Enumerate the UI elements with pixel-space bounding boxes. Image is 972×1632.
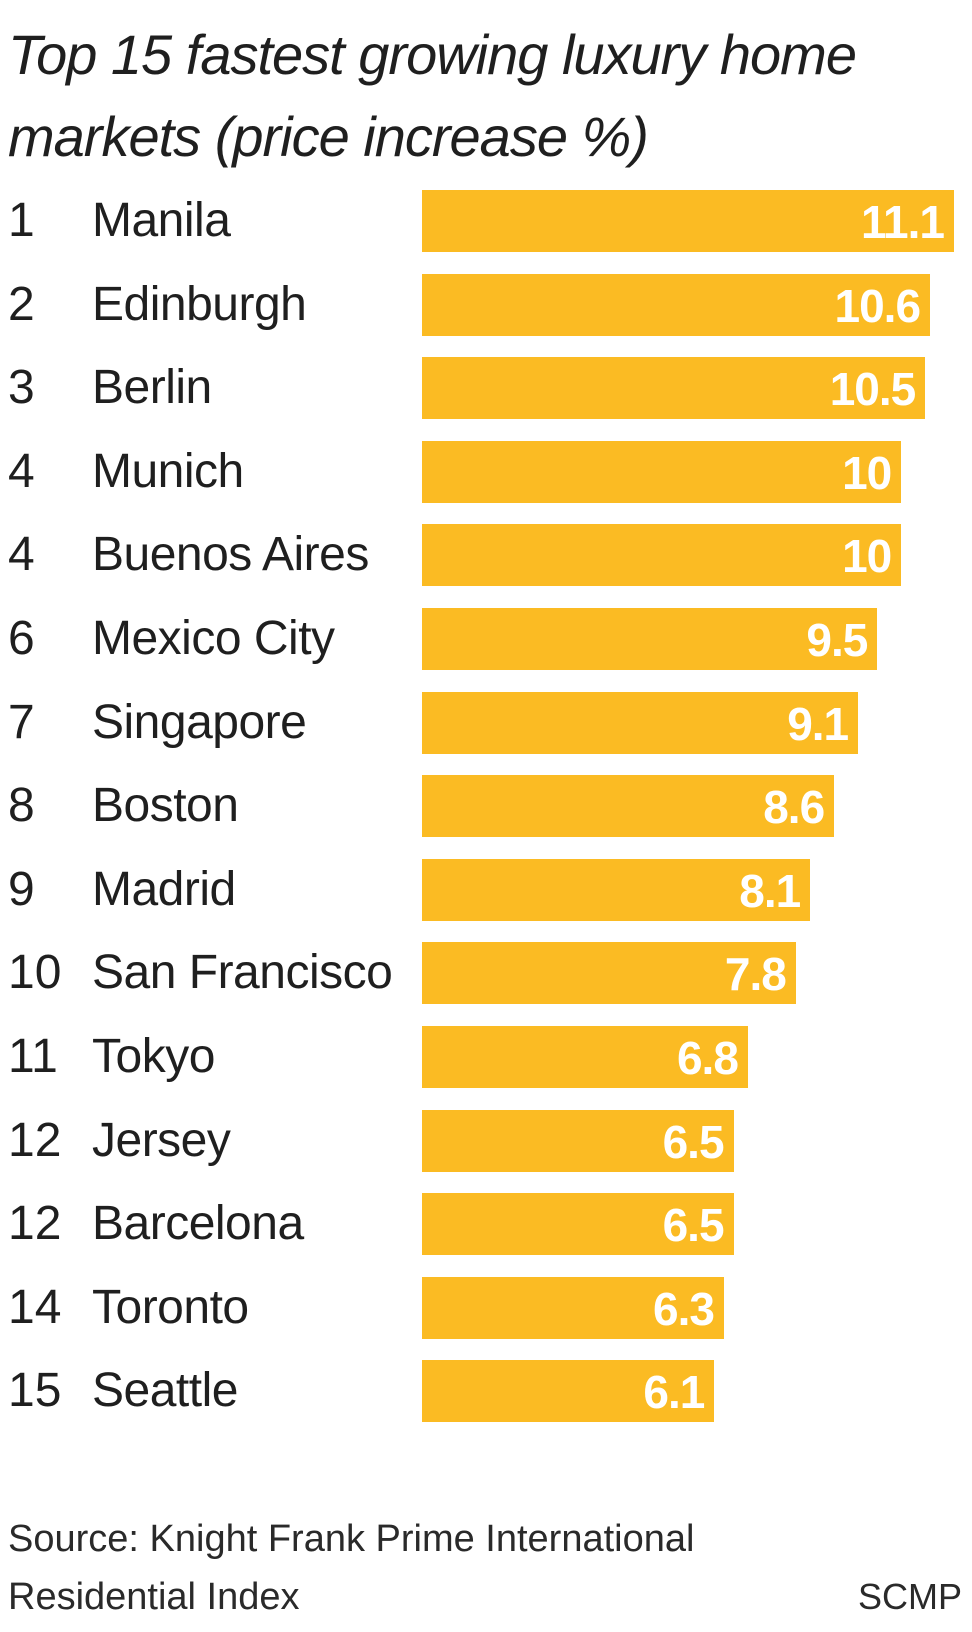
rank-label: 1 <box>8 194 35 247</box>
value-label: 11.1 <box>861 196 945 248</box>
rank-label: 11 <box>8 1030 58 1083</box>
category-label: Singapore <box>92 695 307 749</box>
bar: 11.1 <box>422 190 954 252</box>
value-label: 8.6 <box>763 781 825 834</box>
rank-label: 3 <box>8 361 35 415</box>
bar-row: 6 Mexico City 9.5 <box>0 608 972 670</box>
bar: 9.1 <box>422 691 859 754</box>
bar-row: 7 Singapore 9.1 <box>0 691 972 754</box>
bar-row: 4 Buenos Aires 10 <box>0 524 972 587</box>
category-label: Buenos Aires <box>92 528 369 582</box>
bar-row: 9 Madrid 8.1 <box>0 858 972 921</box>
category-label: Boston <box>92 779 239 833</box>
bar: 10.5 <box>422 357 926 420</box>
value-label: 10.6 <box>834 279 922 332</box>
category-label: Berlin <box>92 361 212 415</box>
value-label: 9.5 <box>806 614 868 666</box>
rank-label: 10 <box>8 946 62 1000</box>
rank-label: 7 <box>8 695 35 749</box>
value-label: 6.5 <box>662 1199 725 1252</box>
rank-label: 4 <box>8 528 35 582</box>
rank-label: 8 <box>8 779 35 833</box>
bar-row: 3 Berlin 10.5 <box>0 357 972 420</box>
rank-label: 12 <box>8 1197 62 1251</box>
bar-row: 12 Jersey 6.5 <box>0 1109 972 1172</box>
rank-label: 14 <box>8 1280 62 1334</box>
bar: 9.5 <box>422 608 878 670</box>
bar: 10 <box>422 440 902 503</box>
bar-row: 12 Barcelona 6.5 <box>0 1193 972 1256</box>
bar-row: 11 Tokyo 6.8 <box>0 1026 972 1088</box>
value-label: 6.8 <box>676 1032 739 1084</box>
bar-row: 2 Edinburgh 10.6 <box>0 273 972 336</box>
category-label: Tokyo <box>92 1030 215 1083</box>
category-label: San Francisco <box>92 946 393 1000</box>
bar-row: 1 Manila 11.1 <box>0 190 972 252</box>
rank-label: 15 <box>8 1364 62 1418</box>
bar: 8.6 <box>422 775 835 838</box>
bar: 6.1 <box>422 1360 715 1423</box>
bar: 10.6 <box>422 273 931 336</box>
value-label: 7.8 <box>724 948 787 1001</box>
category-label: Edinburgh <box>92 277 307 331</box>
value-label: 10 <box>842 446 892 499</box>
value-label: 6.5 <box>662 1115 725 1168</box>
bar-row: 10 San Francisco 7.8 <box>0 942 972 1005</box>
rank-label: 4 <box>8 444 35 498</box>
source-note: Source: Knight Frank Prime International… <box>8 1518 695 1618</box>
value-label: 6.1 <box>643 1366 705 1419</box>
bar: 6.5 <box>422 1193 734 1256</box>
rank-label: 2 <box>8 277 35 331</box>
bar: 6.8 <box>422 1026 748 1088</box>
bar: 10 <box>422 524 902 587</box>
bar-row: 8 Boston 8.6 <box>0 775 972 838</box>
bar-row: 4 Munich 10 <box>0 440 972 503</box>
category-label: Mexico City <box>92 612 335 665</box>
bar: 6.5 <box>422 1109 734 1172</box>
chart-title: Top 15 fastest growing luxury home marke… <box>8 23 857 168</box>
bar-row: 15 Seattle 6.1 <box>0 1360 972 1423</box>
category-label: Manila <box>92 194 231 247</box>
rank-label: 9 <box>8 862 35 916</box>
category-label: Barcelona <box>92 1197 304 1251</box>
bar: 8.1 <box>422 858 811 921</box>
category-label: Toronto <box>92 1280 249 1334</box>
credit-label: SCMP <box>857 1576 962 1617</box>
value-label: 6.3 <box>652 1282 715 1335</box>
category-label: Jersey <box>92 1113 231 1167</box>
category-label: Madrid <box>92 862 236 916</box>
value-label: 10 <box>842 530 892 583</box>
category-label: Seattle <box>92 1364 238 1418</box>
bar: 6.3 <box>422 1276 724 1339</box>
bar-row: 14 Toronto 6.3 <box>0 1276 972 1339</box>
rank-label: 12 <box>8 1113 62 1167</box>
rank-label: 6 <box>8 612 35 665</box>
value-label: 10.5 <box>829 363 917 416</box>
value-label: 8.1 <box>739 864 801 917</box>
bar: 7.8 <box>422 942 796 1005</box>
category-label: Munich <box>92 444 244 498</box>
value-label: 9.1 <box>787 697 849 750</box>
